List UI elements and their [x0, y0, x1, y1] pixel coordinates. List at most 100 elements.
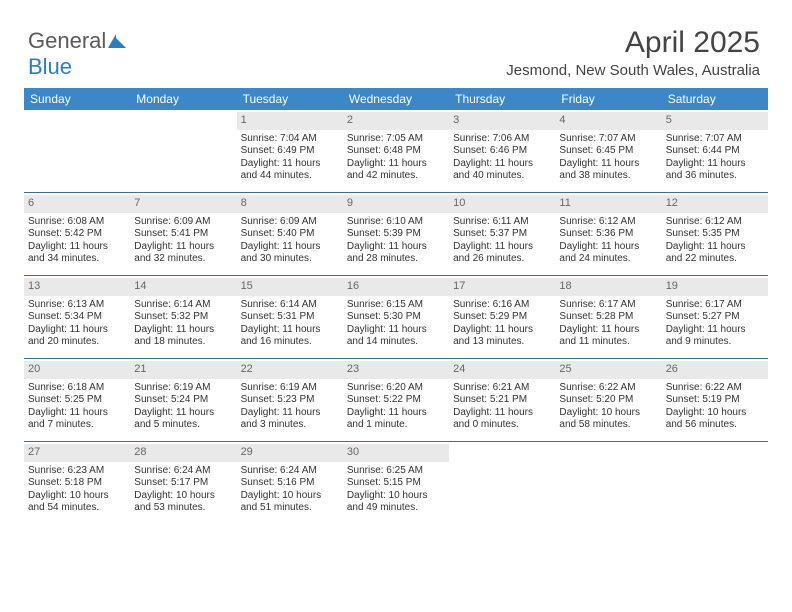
- daylight-text: and 11 minutes.: [559, 336, 657, 349]
- sunset-text: Sunset: 5:36 PM: [559, 228, 657, 241]
- sunrise-text: Sunrise: 6:22 AM: [666, 382, 764, 395]
- daylight-text: Daylight: 11 hours: [666, 324, 764, 337]
- day-cell: 12Sunrise: 6:12 AMSunset: 5:35 PMDayligh…: [662, 193, 768, 275]
- day-number: 21: [130, 361, 236, 379]
- daylight-text: and 38 minutes.: [559, 170, 657, 183]
- day-header-row: SundayMondayTuesdayWednesdayThursdayFrid…: [24, 88, 768, 110]
- daylight-text: Daylight: 11 hours: [241, 407, 339, 420]
- day-number: 1: [237, 112, 343, 130]
- daylight-text: Daylight: 11 hours: [241, 324, 339, 337]
- day-number: 19: [662, 278, 768, 296]
- sunrise-text: Sunrise: 6:22 AM: [559, 382, 657, 395]
- daylight-text: and 14 minutes.: [347, 336, 445, 349]
- day-header: Saturday: [662, 88, 768, 110]
- sunset-text: Sunset: 5:34 PM: [28, 311, 126, 324]
- daylight-text: Daylight: 11 hours: [241, 158, 339, 171]
- day-number: 17: [449, 278, 555, 296]
- sunset-text: Sunset: 5:23 PM: [241, 394, 339, 407]
- sunset-text: Sunset: 5:29 PM: [453, 311, 551, 324]
- logo: General Blue: [28, 28, 126, 80]
- day-number: 25: [555, 361, 661, 379]
- sunset-text: Sunset: 6:46 PM: [453, 145, 551, 158]
- daylight-text: and 28 minutes.: [347, 253, 445, 266]
- day-number: 24: [449, 361, 555, 379]
- day-cell: 8Sunrise: 6:09 AMSunset: 5:40 PMDaylight…: [237, 193, 343, 275]
- daylight-text: and 36 minutes.: [666, 170, 764, 183]
- day-cell: 16Sunrise: 6:15 AMSunset: 5:30 PMDayligh…: [343, 276, 449, 358]
- sunrise-text: Sunrise: 6:23 AM: [28, 465, 126, 478]
- sunset-text: Sunset: 5:15 PM: [347, 477, 445, 490]
- sunrise-text: Sunrise: 6:14 AM: [241, 299, 339, 312]
- sunrise-text: Sunrise: 6:15 AM: [347, 299, 445, 312]
- daylight-text: Daylight: 11 hours: [241, 241, 339, 254]
- daylight-text: Daylight: 10 hours: [134, 490, 232, 503]
- calendar: SundayMondayTuesdayWednesdayThursdayFrid…: [24, 88, 768, 524]
- sunset-text: Sunset: 5:21 PM: [453, 394, 551, 407]
- day-cell: .: [130, 110, 236, 192]
- daylight-text: Daylight: 11 hours: [28, 407, 126, 420]
- day-header: Tuesday: [237, 88, 343, 110]
- sunrise-text: Sunrise: 6:10 AM: [347, 216, 445, 229]
- sunset-text: Sunset: 5:31 PM: [241, 311, 339, 324]
- sunset-text: Sunset: 5:22 PM: [347, 394, 445, 407]
- day-number: 27: [24, 444, 130, 462]
- day-cell: 15Sunrise: 6:14 AMSunset: 5:31 PMDayligh…: [237, 276, 343, 358]
- day-number: 7: [130, 195, 236, 213]
- day-number: 26: [662, 361, 768, 379]
- daylight-text: and 51 minutes.: [241, 502, 339, 515]
- daylight-text: and 0 minutes.: [453, 419, 551, 432]
- week-row: ..1Sunrise: 7:04 AMSunset: 6:49 PMDaylig…: [24, 110, 768, 192]
- sunrise-text: Sunrise: 6:16 AM: [453, 299, 551, 312]
- day-cell: 30Sunrise: 6:25 AMSunset: 5:15 PMDayligh…: [343, 442, 449, 524]
- day-number: 8: [237, 195, 343, 213]
- day-number: 30: [343, 444, 449, 462]
- day-cell: .: [449, 442, 555, 524]
- daylight-text: Daylight: 10 hours: [559, 407, 657, 420]
- day-header: Wednesday: [343, 88, 449, 110]
- day-number: 9: [343, 195, 449, 213]
- sunrise-text: Sunrise: 6:09 AM: [241, 216, 339, 229]
- day-number: 4: [555, 112, 661, 130]
- daylight-text: and 58 minutes.: [559, 419, 657, 432]
- sunrise-text: Sunrise: 6:08 AM: [28, 216, 126, 229]
- sunrise-text: Sunrise: 6:12 AM: [666, 216, 764, 229]
- page-subtitle: Jesmond, New South Wales, Australia: [506, 62, 760, 79]
- day-cell: 23Sunrise: 6:20 AMSunset: 5:22 PMDayligh…: [343, 359, 449, 441]
- sunrise-text: Sunrise: 6:11 AM: [453, 216, 551, 229]
- sunrise-text: Sunrise: 7:06 AM: [453, 133, 551, 146]
- daylight-text: and 13 minutes.: [453, 336, 551, 349]
- daylight-text: and 56 minutes.: [666, 419, 764, 432]
- day-number: 18: [555, 278, 661, 296]
- sunset-text: Sunset: 5:27 PM: [666, 311, 764, 324]
- day-number: 3: [449, 112, 555, 130]
- daylight-text: and 22 minutes.: [666, 253, 764, 266]
- day-cell: 7Sunrise: 6:09 AMSunset: 5:41 PMDaylight…: [130, 193, 236, 275]
- daylight-text: Daylight: 11 hours: [134, 241, 232, 254]
- day-cell: 11Sunrise: 6:12 AMSunset: 5:36 PMDayligh…: [555, 193, 661, 275]
- sunrise-text: Sunrise: 7:04 AM: [241, 133, 339, 146]
- sunrise-text: Sunrise: 7:07 AM: [559, 133, 657, 146]
- daylight-text: and 20 minutes.: [28, 336, 126, 349]
- sunrise-text: Sunrise: 6:24 AM: [134, 465, 232, 478]
- logo-text-1: General: [28, 28, 106, 53]
- daylight-text: and 9 minutes.: [666, 336, 764, 349]
- day-cell: 22Sunrise: 6:19 AMSunset: 5:23 PMDayligh…: [237, 359, 343, 441]
- sunrise-text: Sunrise: 6:19 AM: [241, 382, 339, 395]
- sunset-text: Sunset: 5:37 PM: [453, 228, 551, 241]
- sunset-text: Sunset: 5:18 PM: [28, 477, 126, 490]
- sunrise-text: Sunrise: 6:19 AM: [134, 382, 232, 395]
- day-cell: 9Sunrise: 6:10 AMSunset: 5:39 PMDaylight…: [343, 193, 449, 275]
- sunset-text: Sunset: 5:19 PM: [666, 394, 764, 407]
- day-cell: 20Sunrise: 6:18 AMSunset: 5:25 PMDayligh…: [24, 359, 130, 441]
- sunrise-text: Sunrise: 6:17 AM: [666, 299, 764, 312]
- sunset-text: Sunset: 5:17 PM: [134, 477, 232, 490]
- daylight-text: and 24 minutes.: [559, 253, 657, 266]
- daylight-text: Daylight: 11 hours: [453, 241, 551, 254]
- sunset-text: Sunset: 5:42 PM: [28, 228, 126, 241]
- daylight-text: and 53 minutes.: [134, 502, 232, 515]
- day-cell: 26Sunrise: 6:22 AMSunset: 5:19 PMDayligh…: [662, 359, 768, 441]
- day-cell: 18Sunrise: 6:17 AMSunset: 5:28 PMDayligh…: [555, 276, 661, 358]
- daylight-text: Daylight: 11 hours: [666, 241, 764, 254]
- sunrise-text: Sunrise: 6:12 AM: [559, 216, 657, 229]
- day-number: 16: [343, 278, 449, 296]
